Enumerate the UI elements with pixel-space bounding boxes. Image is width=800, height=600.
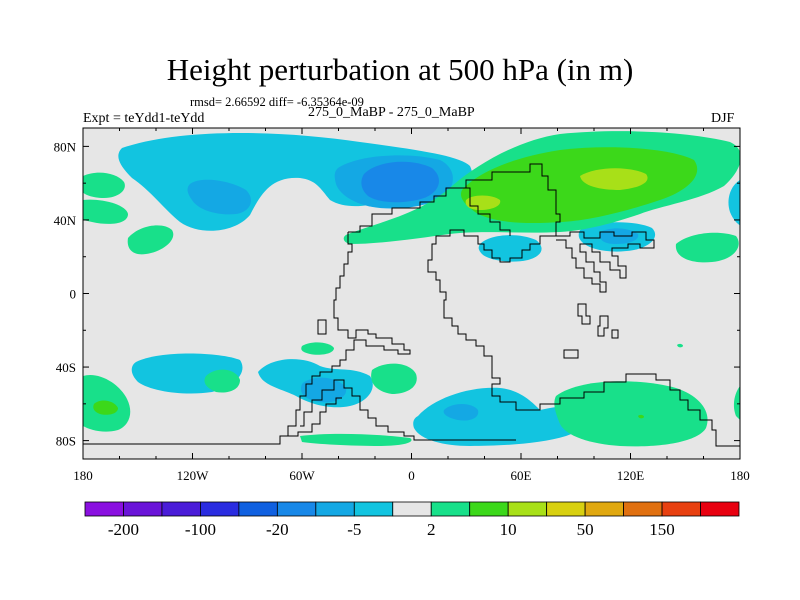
x-tick-label: 120E [617,468,645,483]
coastlines [83,163,740,447]
anomaly-neg-southern-ocean [413,387,592,446]
colorbar-label: -100 [185,520,216,539]
x-tick-label: 60W [289,468,315,483]
anomaly-neg-far-east-edge [728,180,740,226]
run-label: 275_0_MaBP - 275_0_MaBP [308,105,475,120]
coastline-central-continent [348,163,740,447]
anomaly-pos-s-indian-b [554,381,708,447]
anomaly-pos-s-indian [371,363,417,394]
colorbar-swatch [623,501,663,517]
coastline-island-e [611,329,619,339]
colorbar-label: 50 [577,520,594,539]
anomaly-pos-n-america-sw [83,199,128,224]
coastline-island-d [563,349,579,359]
anomaly-pos-s-pacific-b [204,369,240,393]
y-tick-label: 40N [54,213,77,228]
experiment-label: Expt = teYdd1-teYdd [83,111,205,126]
colorbar-label: 10 [500,520,517,539]
y-tick-label: 80N [54,139,77,154]
anomaly-pos-s-atlantic-b [301,342,334,355]
anomaly-pos-speck-b [638,414,644,419]
colorbar-label: -20 [266,520,289,539]
colorbar: -200 -100 -20 -5 2 10 50 150 [84,501,740,539]
colorbar-swatch [661,501,701,517]
colorbar-swatch [84,501,124,517]
contour-fills [83,131,740,447]
colorbar-swatch [430,501,471,517]
colorbar-swatch [392,501,432,517]
anomaly-pos-antarctic-coast [300,433,412,446]
anomaly-neg-southern-ocean-inner [443,404,479,421]
colorbar-swatch [276,501,317,517]
colorbar-swatch [315,501,355,517]
colorbar-swatch [507,501,548,517]
x-axis: 180 120W 60W 0 60E 120E 180 [73,128,750,483]
colorbar-swatch [700,501,740,517]
x-tick-label: 60E [511,468,532,483]
colorbar-label: 150 [649,520,675,539]
x-tick-label: 120W [177,468,210,483]
anomaly-pos-speck [677,343,683,348]
colorbar-swatch [200,501,240,517]
anomaly-pos-s-east-edge [733,386,740,420]
colorbar-label: -5 [347,520,361,539]
anomaly-neg-n-atlantic-core [361,161,439,203]
colorbar-swatch [584,501,624,517]
y-axis: 80N 40N 0 40S 80S [54,139,740,449]
anomaly-pos-siberia-core [580,168,648,190]
coastline-western-margin [83,232,411,445]
anomaly-neg-asia-a [478,235,542,262]
colorbar-swatch [353,501,394,517]
colorbar-swatch [238,501,278,517]
y-tick-label: 80S [56,434,76,449]
colorbar-swatch [546,501,586,517]
anomaly-neg-n-pacific-inner [187,179,251,215]
season-label: DJF [711,111,735,126]
anomaly-pos-eurasia-inner [460,147,698,224]
coastline-southern-ring [300,379,516,441]
coastline-island-a [317,319,327,335]
chart-title: Height perturbation at 500 hPa (in m) [166,52,634,87]
coastline-north-inlet [466,187,511,236]
anomaly-pos-pacific-sub [127,225,174,255]
coastline-island-c [597,315,609,337]
colorbar-swatch [123,501,163,517]
coastline-island-b [577,303,591,325]
colorbar-swatch [161,501,201,517]
anomaly-pos-s-pacific-core [93,400,118,415]
x-tick-label: 180 [730,468,750,483]
y-tick-label: 0 [70,287,77,302]
anomaly-pos-pacific-east [675,232,739,263]
x-tick-label: 180 [73,468,93,483]
y-tick-label: 40S [56,360,76,375]
anomaly-pos-n-america-west [83,172,125,198]
colorbar-swatch [469,501,509,517]
x-tick-label: 0 [408,468,415,483]
colorbar-label: -200 [108,520,139,539]
coastline-east-peninsula [556,231,655,293]
colorbar-label: 2 [427,520,436,539]
coastline-southern-inner [288,397,342,437]
rmsd-diff-stats: rmsd= 2.66592 diff= -6.35364e-09 [190,95,364,109]
